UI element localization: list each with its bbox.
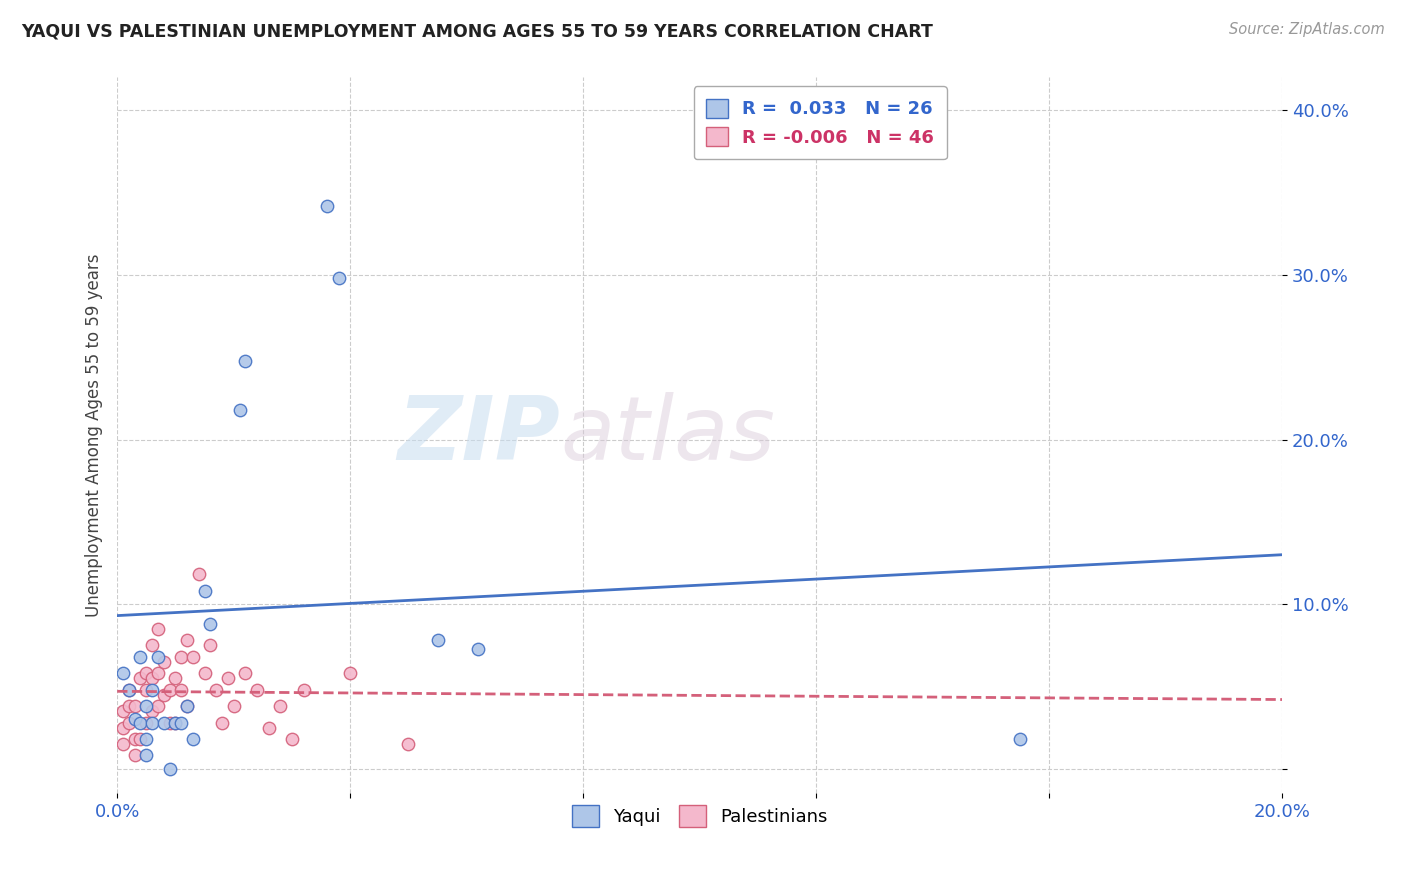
- Point: [152, 688, 174, 702]
- Point: [467, 641, 489, 656]
- Point: [129, 649, 152, 664]
- Point: [211, 715, 233, 730]
- Point: [315, 199, 337, 213]
- Point: [141, 715, 163, 730]
- Point: [118, 682, 141, 697]
- Point: [200, 616, 222, 631]
- Point: [339, 666, 361, 681]
- Point: [269, 699, 291, 714]
- Text: atlas: atlas: [560, 392, 775, 478]
- Point: [135, 666, 157, 681]
- Point: [152, 655, 174, 669]
- Point: [159, 715, 181, 730]
- Point: [118, 699, 141, 714]
- Point: [1010, 732, 1032, 747]
- Point: [170, 682, 193, 697]
- Point: [181, 732, 204, 747]
- Point: [135, 732, 157, 747]
- Point: [193, 583, 215, 598]
- Point: [152, 715, 174, 730]
- Point: [200, 638, 222, 652]
- Legend: Yaqui, Palestinians: Yaqui, Palestinians: [564, 798, 835, 834]
- Point: [135, 748, 157, 763]
- Point: [328, 271, 350, 285]
- Point: [281, 732, 304, 747]
- Point: [165, 715, 187, 730]
- Point: [181, 649, 204, 664]
- Point: [141, 638, 163, 652]
- Point: [228, 403, 250, 417]
- Point: [129, 715, 152, 730]
- Point: [141, 671, 163, 685]
- Point: [111, 737, 134, 751]
- Point: [176, 699, 198, 714]
- Point: [129, 732, 152, 747]
- Point: [124, 712, 146, 726]
- Point: [111, 721, 134, 735]
- Point: [141, 704, 163, 718]
- Point: [146, 622, 169, 636]
- Point: [129, 671, 152, 685]
- Point: [205, 682, 228, 697]
- Point: [118, 715, 141, 730]
- Point: [124, 748, 146, 763]
- Point: [159, 762, 181, 776]
- Point: [170, 649, 193, 664]
- Point: [246, 682, 269, 697]
- Point: [124, 732, 146, 747]
- Point: [146, 699, 169, 714]
- Point: [141, 682, 163, 697]
- Point: [170, 715, 193, 730]
- Point: [159, 682, 181, 697]
- Point: [165, 671, 187, 685]
- Text: ZIP: ZIP: [396, 392, 560, 479]
- Point: [111, 666, 134, 681]
- Point: [176, 699, 198, 714]
- Point: [222, 699, 245, 714]
- Point: [146, 649, 169, 664]
- Point: [124, 699, 146, 714]
- Point: [426, 633, 449, 648]
- Point: [146, 666, 169, 681]
- Point: [165, 715, 187, 730]
- Point: [176, 633, 198, 648]
- Point: [135, 682, 157, 697]
- Point: [111, 704, 134, 718]
- Point: [193, 666, 215, 681]
- Point: [257, 721, 280, 735]
- Point: [135, 699, 157, 714]
- Point: [135, 715, 157, 730]
- Point: [187, 567, 209, 582]
- Point: [398, 737, 420, 751]
- Point: [233, 666, 256, 681]
- Point: [292, 682, 315, 697]
- Point: [233, 353, 256, 368]
- Point: [217, 671, 239, 685]
- Point: [118, 682, 141, 697]
- Text: YAQUI VS PALESTINIAN UNEMPLOYMENT AMONG AGES 55 TO 59 YEARS CORRELATION CHART: YAQUI VS PALESTINIAN UNEMPLOYMENT AMONG …: [21, 22, 934, 40]
- Text: Source: ZipAtlas.com: Source: ZipAtlas.com: [1229, 22, 1385, 37]
- Y-axis label: Unemployment Among Ages 55 to 59 years: Unemployment Among Ages 55 to 59 years: [86, 253, 103, 617]
